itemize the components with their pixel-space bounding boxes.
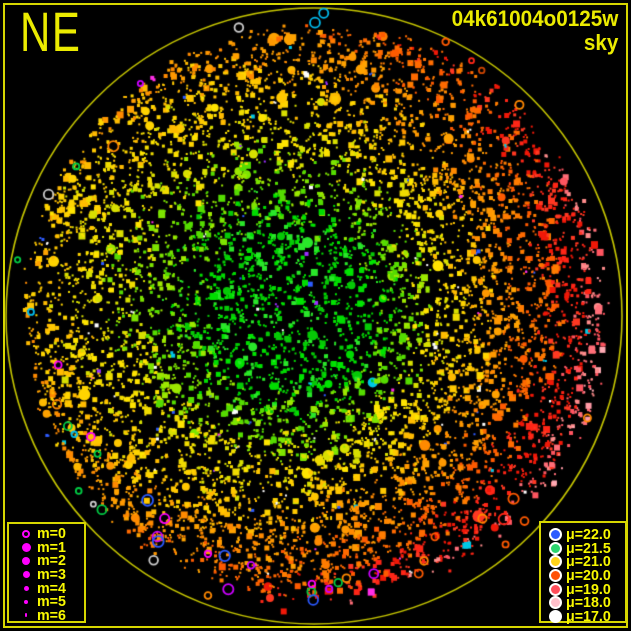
mu-legend-row-label: μ=17.0 (566, 607, 611, 625)
m6-marker-icon (24, 613, 28, 618)
m-legend-row-label: m=0 (37, 525, 66, 543)
mu4-marker-icon (548, 582, 562, 596)
m-legend-row: m=4 (15, 579, 84, 597)
m-legend-rows: m=0 m=1 m=2 m=3 m=4 m=5 m=6 (15, 525, 84, 624)
mu-legend-row-label: μ=22.0 (566, 526, 611, 544)
m1-marker-icon (21, 542, 31, 552)
m-legend-row: m=6 (15, 606, 84, 624)
mu-legend-row-label: μ=21.0 (566, 553, 611, 571)
orientation-label: NE (20, 0, 82, 63)
m0-marker-icon (22, 529, 30, 538)
mu3-marker-icon (548, 569, 562, 583)
m-legend-row: m=5 (15, 593, 84, 611)
title-block: 04k61004o0125w sky (451, 7, 618, 55)
plot-subtitle: sky (583, 30, 618, 55)
mu-legend-row: μ=21.5 (546, 539, 625, 557)
m-legend-row: m=0 (15, 525, 84, 543)
mu-legend-row: μ=20.0 (546, 567, 625, 585)
magnitude-legend: m=0 m=1 m=2 m=3 m=4 m=5 m=6 (7, 522, 86, 624)
m-legend-row: m=2 (15, 552, 84, 570)
mu6-marker-icon (548, 609, 562, 623)
m-legend-row-label: m=6 (37, 606, 66, 624)
m3-marker-icon (22, 571, 30, 579)
m-legend-row-label: m=4 (37, 579, 66, 597)
mu-legend-row-label: μ=19.0 (566, 580, 611, 598)
mu-legend-row-label: μ=20.0 (566, 567, 611, 585)
m-legend-row-label: m=2 (37, 552, 66, 570)
mu-legend-rows: μ=22.0 μ=21.5 μ=21.0 μ=20.0 μ=19.0 μ=18.0 μ=17… (546, 526, 625, 625)
mu-legend-row: μ=18.0 (546, 594, 625, 612)
mu-legend-row: μ=17.0 (546, 607, 625, 625)
mu-legend-row: μ=22.0 (546, 526, 625, 544)
mu1-marker-icon (548, 541, 562, 555)
mu-legend-row: μ=19.0 (546, 580, 625, 598)
mu-legend-row-label: μ=18.0 (566, 594, 611, 612)
mu-legend-row: μ=21.0 (546, 553, 625, 571)
mu2-marker-icon (548, 555, 562, 569)
mu0-marker-icon (548, 528, 562, 542)
sky-brightness-legend: μ=22.0 μ=21.5 μ=21.0 μ=20.0 μ=19.0 μ=18.0 μ=17… (539, 521, 627, 625)
exposure-title: 04k61004o0125w (451, 6, 618, 31)
m-legend-row: m=3 (15, 566, 84, 584)
m2-marker-icon (22, 556, 30, 565)
m-legend-row: m=1 (15, 538, 84, 556)
m-legend-row-label: m=3 (37, 566, 66, 584)
m4-marker-icon (23, 585, 29, 591)
m-legend-row-label: m=1 (37, 538, 66, 556)
m5-marker-icon (24, 599, 28, 604)
mu-legend-row-label: μ=21.5 (566, 539, 611, 557)
m-legend-row-label: m=5 (37, 593, 66, 611)
mu5-marker-icon (548, 596, 562, 610)
